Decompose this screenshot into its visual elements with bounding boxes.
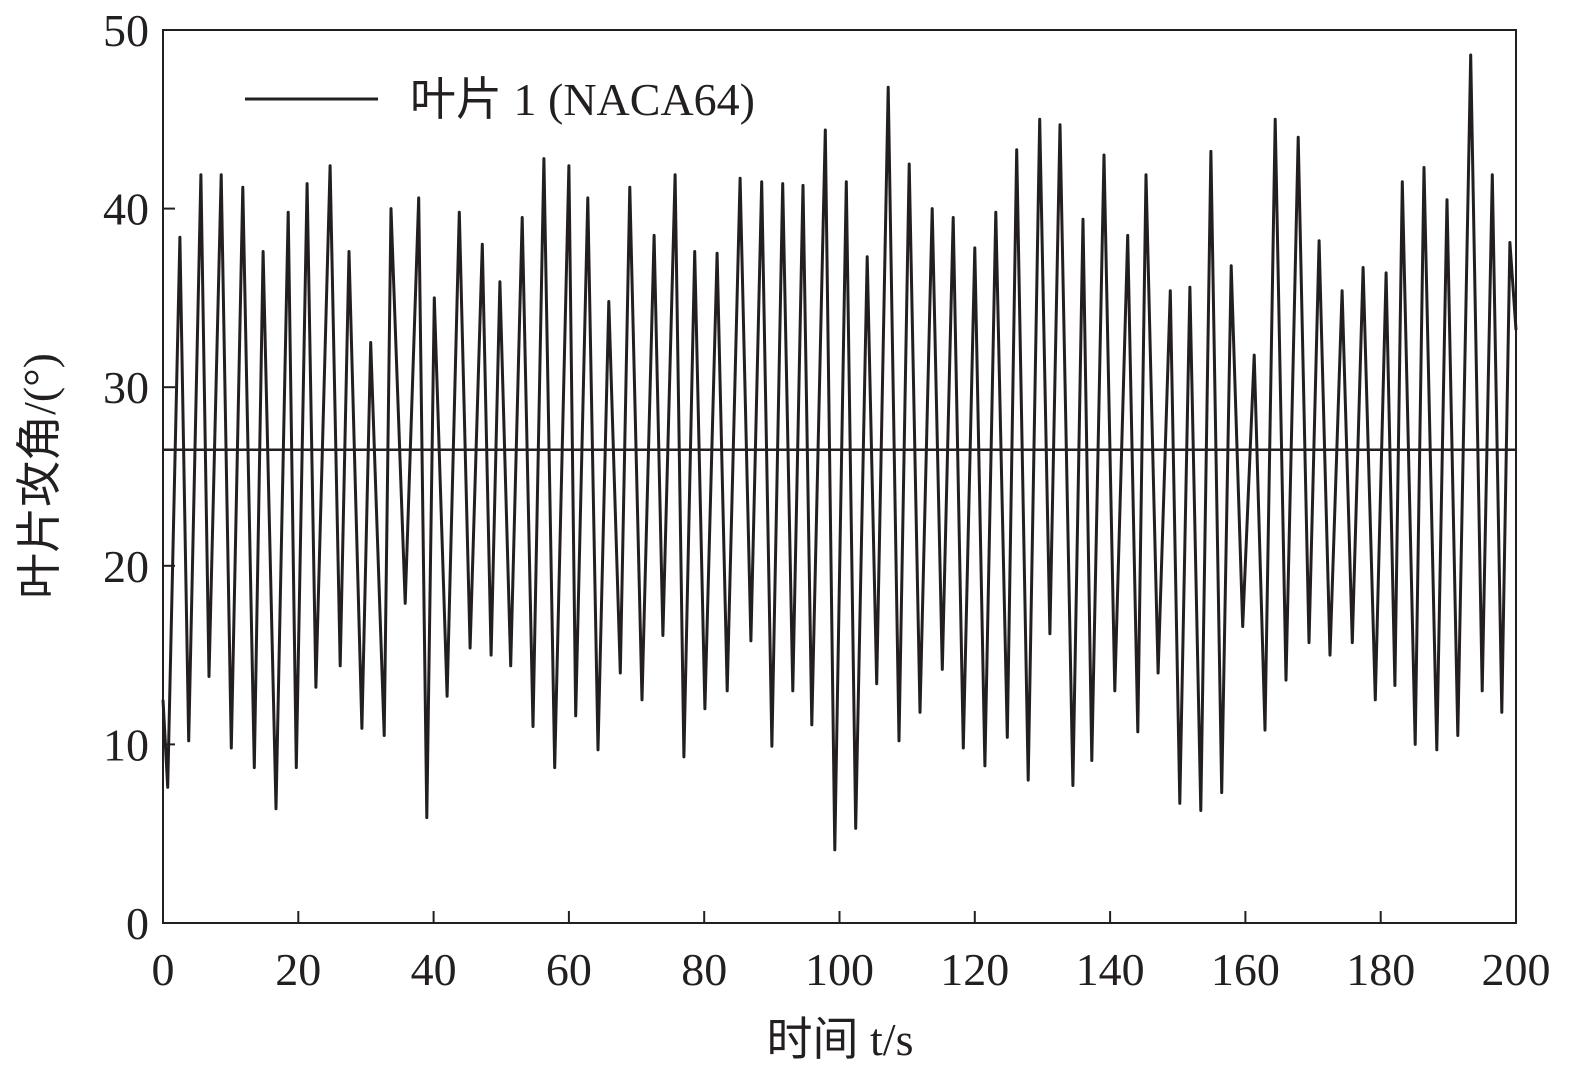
x-tick-label: 200 xyxy=(1482,944,1551,995)
y-tick-label: 50 xyxy=(103,5,149,56)
x-tick-label: 160 xyxy=(1211,944,1280,995)
y-tick-label: 10 xyxy=(103,719,149,770)
x-tick-label: 80 xyxy=(681,944,727,995)
x-tick-label: 120 xyxy=(940,944,1009,995)
x-tick-label: 60 xyxy=(546,944,592,995)
y-tick-label: 20 xyxy=(103,541,149,592)
x-tick-label: 100 xyxy=(805,944,874,995)
legend-label: 叶片 1 (NACA64) xyxy=(410,74,755,125)
x-tick-label: 40 xyxy=(411,944,457,995)
y-tick-label: 0 xyxy=(126,898,149,949)
x-tick-label: 0 xyxy=(152,944,175,995)
x-tick-label: 20 xyxy=(275,944,321,995)
y-axis-label: 叶片攻角/(°) xyxy=(14,353,65,599)
x-tick-label: 140 xyxy=(1076,944,1145,995)
y-tick-label: 40 xyxy=(103,184,149,235)
y-tick-label: 30 xyxy=(103,362,149,413)
x-axis-label: 时间 t/s xyxy=(767,1014,914,1065)
data-line xyxy=(161,53,1518,852)
x-tick-label: 180 xyxy=(1346,944,1415,995)
